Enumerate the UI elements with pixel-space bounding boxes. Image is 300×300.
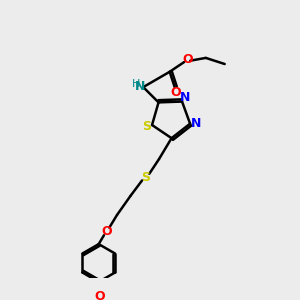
Text: S: S [141, 171, 150, 184]
Text: H: H [132, 79, 140, 89]
Text: O: O [182, 53, 193, 66]
Text: S: S [142, 120, 152, 133]
Text: N: N [190, 117, 201, 130]
Text: O: O [94, 290, 105, 300]
Text: N: N [135, 80, 146, 93]
Text: O: O [101, 224, 112, 238]
Text: N: N [180, 91, 190, 103]
Text: O: O [171, 85, 182, 99]
